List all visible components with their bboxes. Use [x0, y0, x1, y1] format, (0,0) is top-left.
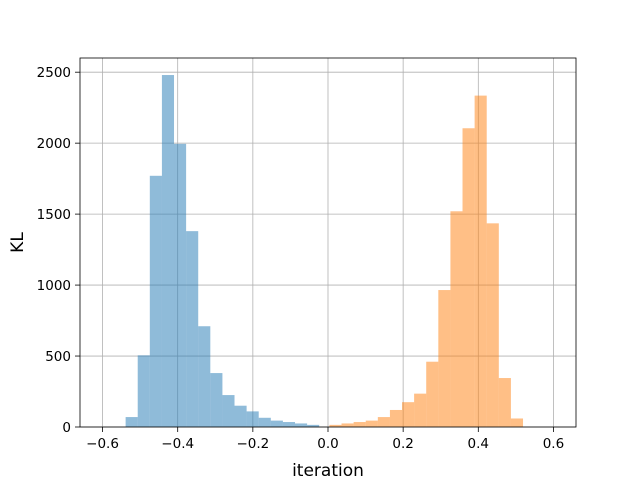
y-tick-label: 500	[45, 349, 71, 365]
histogram-bars	[125, 75, 524, 428]
histogram-bar-series-2	[498, 378, 511, 427]
histogram-bar-series-1	[125, 417, 138, 427]
x-tick-label: 0.0	[317, 436, 338, 452]
y-tick-label: 1500	[37, 207, 71, 223]
histogram-bar-series-1	[258, 417, 271, 427]
histogram-bar-series-2	[341, 423, 354, 427]
x-tick-label: −0.6	[86, 436, 119, 452]
histogram-bar-series-1	[246, 411, 259, 427]
histogram-bar-series-1	[307, 424, 320, 427]
histogram-bar-series-2	[414, 393, 427, 427]
histogram-bar-series-2	[462, 128, 475, 427]
histogram-bar-series-2	[474, 95, 487, 427]
histogram-bar-series-2	[329, 424, 342, 427]
histogram-bar-series-1	[295, 423, 308, 427]
histogram-bar-series-1	[174, 143, 187, 427]
histogram-bar-series-2	[365, 420, 378, 427]
x-tick-label: 0.6	[543, 436, 564, 452]
histogram-bar-series-1	[186, 231, 199, 427]
y-axis-title: KL	[8, 232, 28, 253]
histogram-bar-series-1	[234, 405, 247, 427]
histogram-bar-series-1	[198, 326, 211, 427]
histogram-bar-series-1	[270, 420, 283, 427]
histogram-bar-series-2	[510, 418, 524, 427]
y-tick-label: 2000	[37, 136, 71, 152]
histogram-bar-series-1	[149, 175, 162, 427]
y-axis: 0 500 1000 1500 2000 2500	[37, 65, 80, 436]
histogram-bar-series-2	[353, 422, 366, 427]
y-tick-label: 2500	[37, 65, 71, 81]
y-tick-label: 1000	[37, 278, 71, 294]
histogram-bar-series-2	[426, 361, 439, 427]
histogram-bar-series-1	[282, 422, 296, 427]
x-tick-label: −0.4	[161, 436, 194, 452]
histogram-bar-series-2	[486, 223, 499, 427]
x-tick-label: 0.4	[468, 436, 489, 452]
histogram-bar-series-1	[210, 373, 223, 427]
y-tick-label: 0	[62, 420, 71, 436]
histogram-bar-series-2	[450, 211, 463, 427]
x-axis: −0.6 −0.4 −0.2 0.0 0.2 0.4 0.6	[86, 427, 564, 452]
x-axis-title: iteration	[292, 461, 364, 480]
histogram-bar-series-2	[389, 409, 403, 427]
histogram-bar-series-1	[222, 395, 235, 427]
histogram-bar-series-1	[161, 75, 175, 428]
x-tick-label: 0.2	[392, 436, 413, 452]
histogram-bar-series-2	[402, 402, 415, 427]
histogram-bar-series-2	[438, 290, 451, 427]
histogram-bar-series-2	[377, 417, 390, 427]
x-tick-label: −0.2	[236, 436, 269, 452]
histogram-bar-series-1	[137, 355, 150, 427]
